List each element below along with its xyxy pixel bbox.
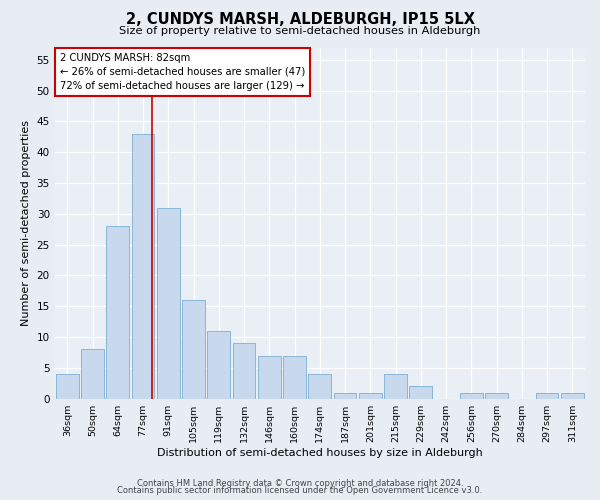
Bar (157, 208, 179, 398)
Bar (283, 356, 306, 399)
Y-axis label: Number of semi-detached properties: Number of semi-detached properties (21, 120, 31, 326)
Bar (334, 392, 356, 398)
Bar (409, 386, 432, 398)
Text: 2, CUNDYS MARSH, ALDEBURGH, IP15 5LX: 2, CUNDYS MARSH, ALDEBURGH, IP15 5LX (125, 12, 475, 28)
Bar (485, 392, 508, 398)
Bar (308, 374, 331, 398)
Bar (208, 331, 230, 398)
Bar (384, 374, 407, 398)
Bar (131, 134, 154, 398)
Bar (561, 392, 584, 398)
X-axis label: Distribution of semi-detached houses by size in Aldeburgh: Distribution of semi-detached houses by … (157, 448, 483, 458)
Bar (81, 350, 104, 399)
Bar (359, 392, 382, 398)
Text: Contains public sector information licensed under the Open Government Licence v3: Contains public sector information licen… (118, 486, 482, 495)
Bar (460, 392, 483, 398)
Bar (258, 356, 281, 399)
Bar (182, 300, 205, 398)
Bar (56, 374, 79, 398)
Bar (233, 344, 256, 398)
Bar (106, 226, 129, 398)
Bar (536, 392, 559, 398)
Text: Contains HM Land Registry data © Crown copyright and database right 2024.: Contains HM Land Registry data © Crown c… (137, 478, 463, 488)
Text: 2 CUNDYS MARSH: 82sqm
← 26% of semi-detached houses are smaller (47)
72% of semi: 2 CUNDYS MARSH: 82sqm ← 26% of semi-deta… (60, 53, 305, 91)
Text: Size of property relative to semi-detached houses in Aldeburgh: Size of property relative to semi-detach… (119, 26, 481, 36)
